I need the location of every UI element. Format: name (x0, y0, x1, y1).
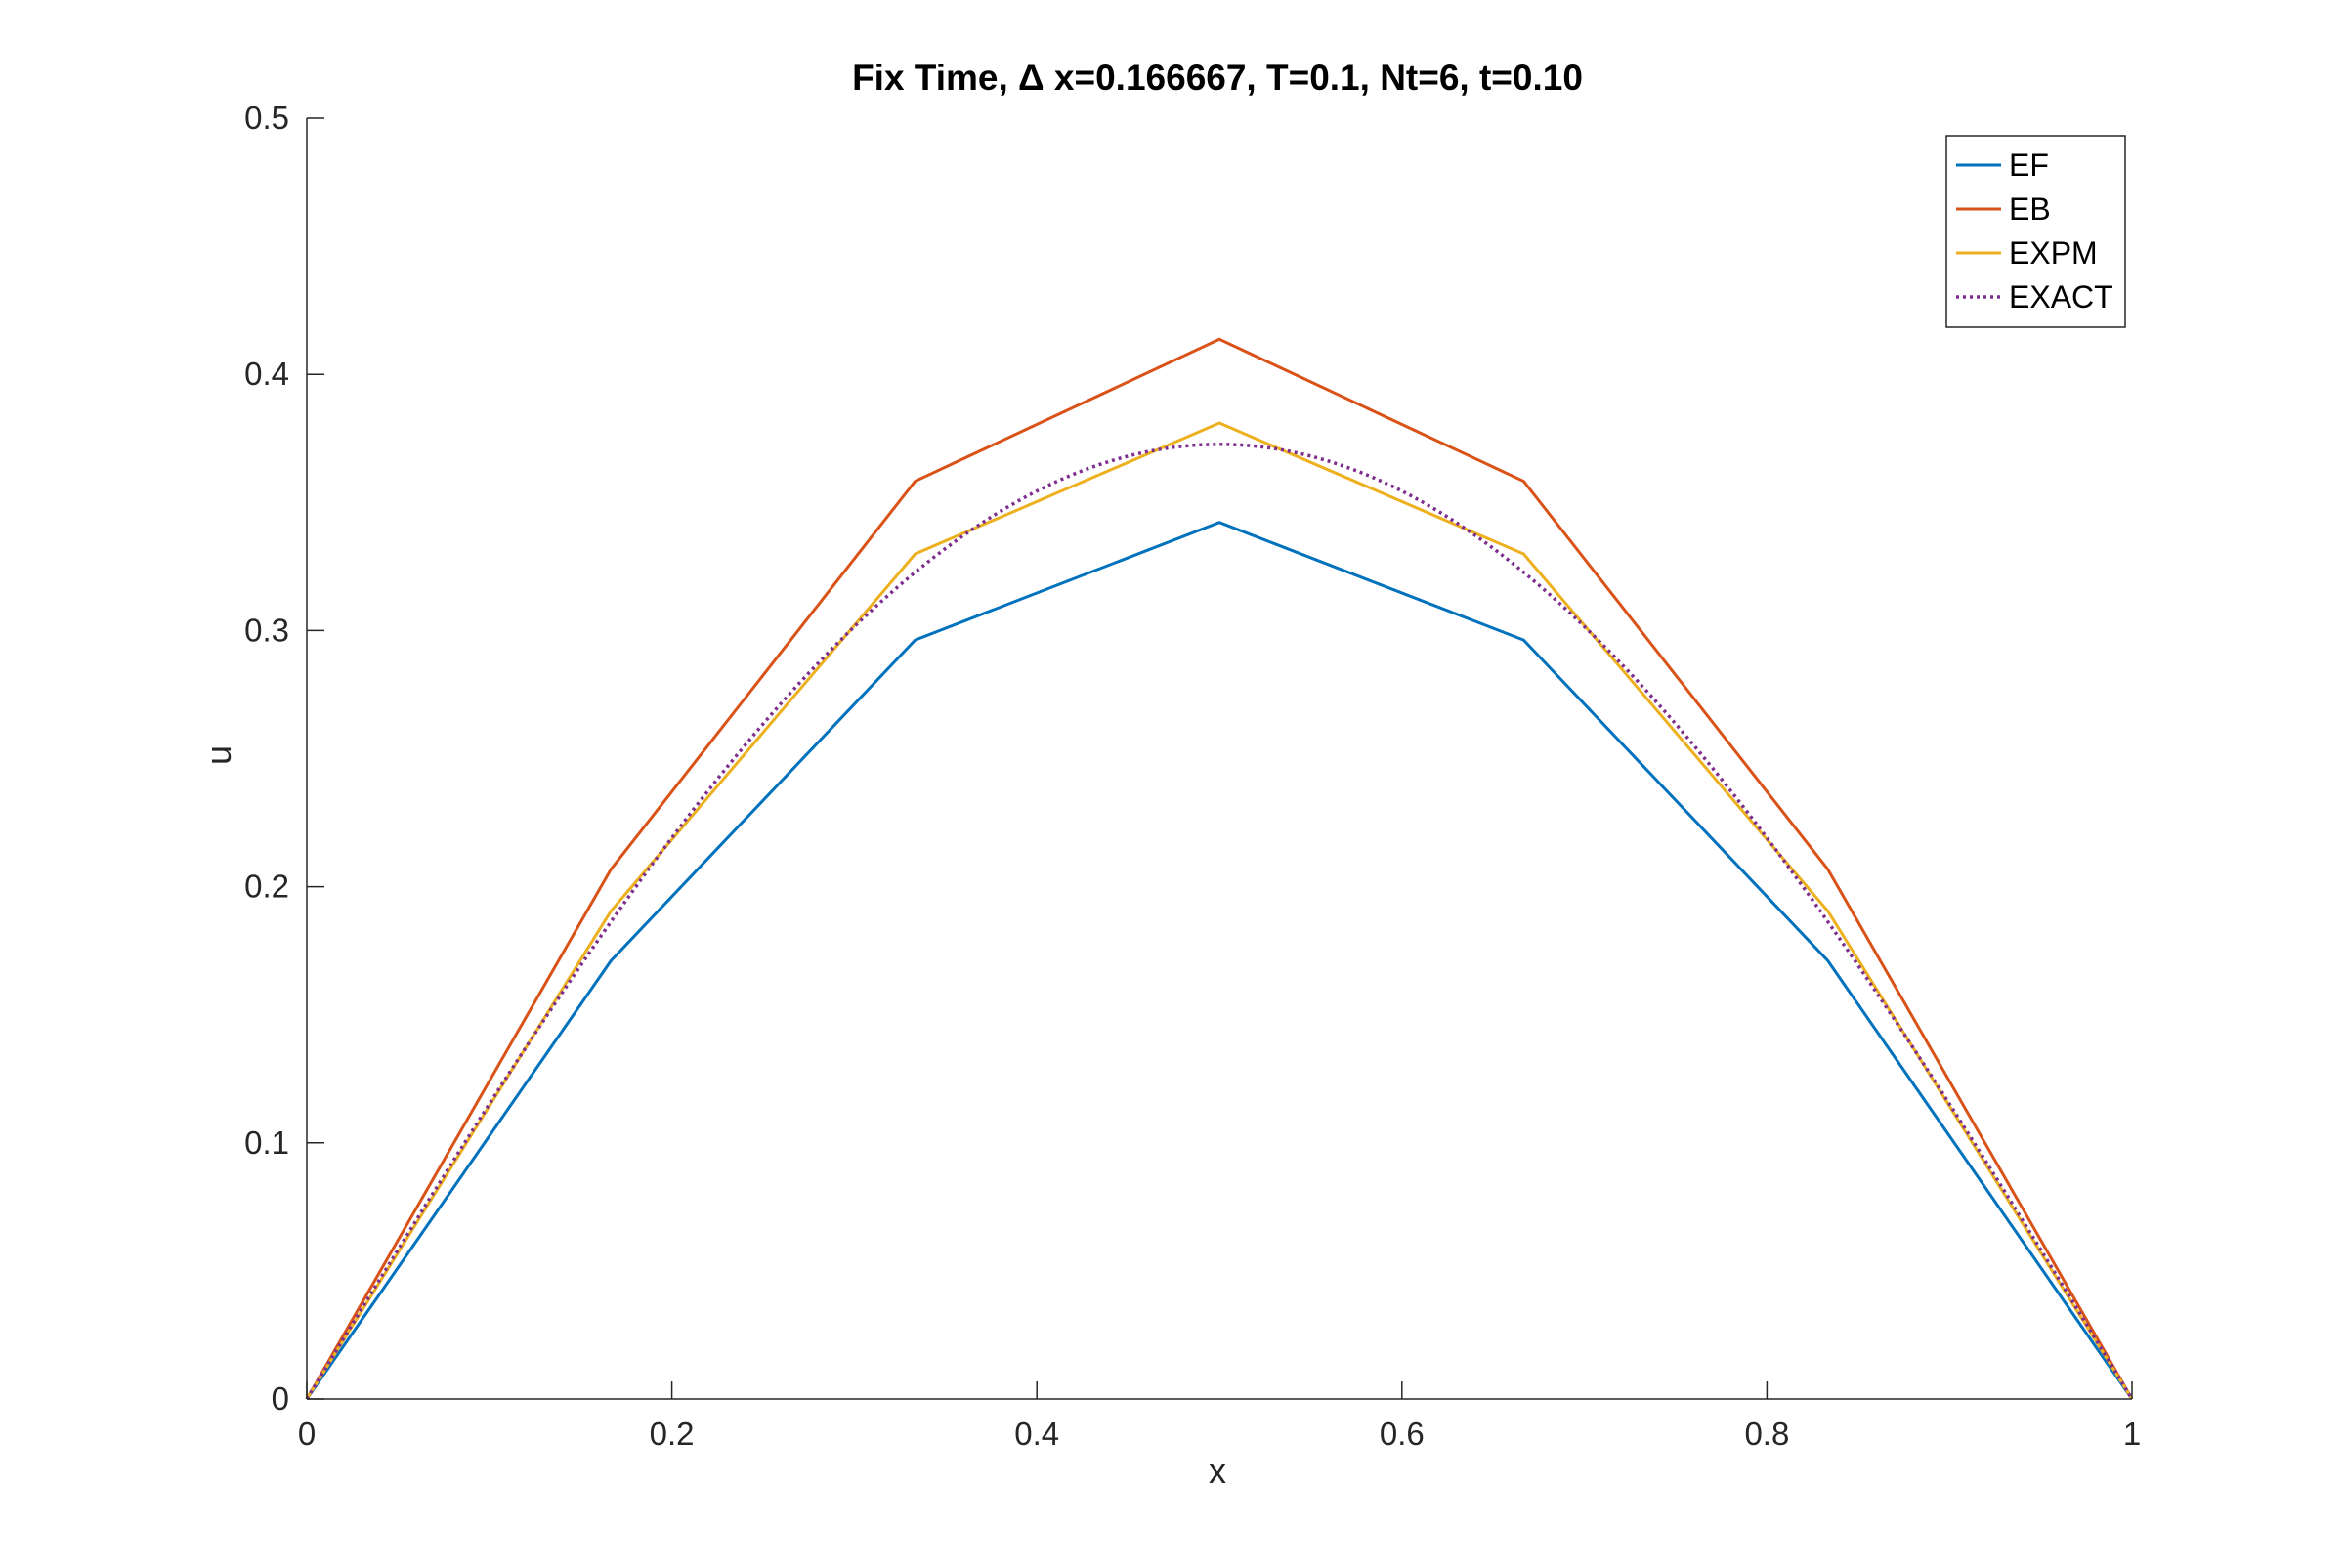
y-axis-label: u (198, 745, 238, 765)
series-layer (305, 337, 2134, 1400)
y-tick-label: 0.4 (244, 356, 289, 392)
x-axis-label: x (1209, 1451, 1226, 1491)
x-tick-label: 0 (298, 1416, 316, 1452)
y-tick-label: 0.2 (244, 869, 289, 905)
series-line-exact (305, 443, 2134, 1400)
y-tick-label: 0.5 (244, 100, 289, 136)
series-line-eb (305, 337, 2134, 1400)
x-tick-label: 1 (2123, 1416, 2141, 1452)
chart-title: Fix Time, Δ x=0.166667, T=0.1, Nt=6, t=0… (852, 58, 1583, 98)
legend-box (1945, 135, 2126, 328)
y-tick-label: 0.3 (244, 612, 289, 648)
legend-entry-exact: EXACT (2009, 279, 2113, 315)
legend: EF EB EXPM EXACT (1945, 135, 2126, 328)
x-tick-label: 0.6 (1380, 1416, 1425, 1452)
plot-background (307, 118, 2132, 1399)
legend-entry-expm: EXPM (2009, 235, 2098, 271)
x-tick-label: 0.8 (1744, 1416, 1789, 1452)
legend-entry-eb: EB (2009, 191, 2051, 227)
y-tick-label: 0 (272, 1380, 289, 1417)
x-tick-label: 0.4 (1014, 1416, 1059, 1452)
series-line-ef (305, 521, 2134, 1400)
plot-area (307, 118, 2132, 1399)
y-tick-label: 0.1 (244, 1124, 289, 1161)
x-tick-label: 0.2 (650, 1416, 695, 1452)
series-line-expm (305, 421, 2134, 1400)
legend-entry-ef: EF (2009, 148, 2049, 183)
axes-layer: 0 0.2 0.4 0.6 0.8 1 0 0.1 0.2 0.3 0.4 0.5 (244, 100, 2141, 1452)
